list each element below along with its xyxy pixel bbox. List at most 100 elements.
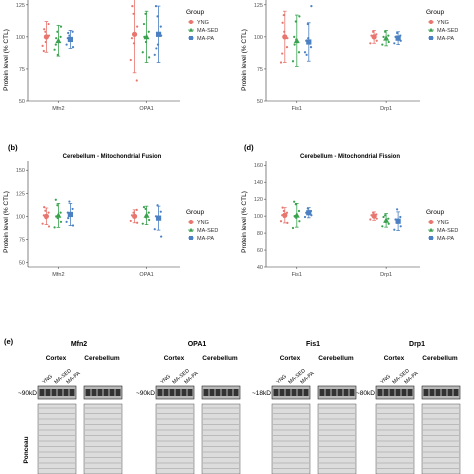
data-point: [387, 40, 390, 44]
mean-marker: [143, 33, 150, 40]
data-point: [68, 34, 71, 37]
y-tick-label: 80: [257, 231, 263, 237]
legend-label: YNG: [197, 20, 209, 26]
data-point: [53, 226, 56, 229]
data-point: [293, 43, 296, 46]
data-point: [71, 207, 74, 211]
data-point: [303, 51, 307, 54]
data-point: [399, 225, 402, 228]
mean-marker: [282, 212, 288, 218]
data-point: [42, 49, 45, 53]
blot-band: [203, 389, 209, 396]
data-point: [144, 207, 147, 211]
legend-key: [429, 220, 433, 224]
lane-label: YNG: [379, 374, 391, 386]
data-point: [130, 37, 134, 40]
y-tick-label: 120: [254, 197, 263, 203]
blot-band: [303, 389, 309, 396]
data-point: [294, 20, 297, 23]
ponceau-box: [37, 403, 77, 474]
data-point: [54, 198, 57, 201]
y-tick-label: 75: [257, 67, 263, 73]
x-tick-label: Drp1: [380, 106, 392, 112]
mean-marker: [395, 35, 401, 41]
data-point: [282, 209, 285, 213]
x-tick-label: Fis1: [292, 272, 302, 278]
data-point: [396, 208, 399, 211]
data-point: [41, 222, 44, 225]
legend-key: [188, 227, 194, 232]
data-point: [387, 217, 390, 220]
legend: YNG MA-SED MA-PA: [428, 220, 458, 242]
blot-band: [57, 389, 63, 396]
blot-band: [91, 389, 97, 396]
data-point: [47, 22, 50, 26]
x-tick-label: Drp1: [380, 272, 392, 278]
data-point: [286, 221, 289, 225]
protein-name: OPA1: [188, 341, 207, 348]
kd-label: ~80kD: [356, 390, 375, 397]
data-point: [142, 205, 146, 209]
data-point: [309, 46, 313, 49]
y-tick-label: 40: [257, 265, 263, 271]
mean-marker: [55, 37, 62, 44]
data-point: [153, 53, 156, 56]
data-point: [68, 200, 71, 203]
legend-label: YNG: [197, 220, 209, 226]
data-point: [47, 211, 50, 214]
blot-band: [45, 389, 51, 396]
blot-band: [285, 389, 291, 396]
y-axis-label: Protein level (% CTL): [3, 29, 10, 91]
blot-band: [273, 389, 279, 396]
mean-marker: [155, 215, 162, 221]
legend: YNG MA-SED MA-PA: [188, 220, 218, 242]
mean-marker: [293, 37, 300, 44]
data-point: [281, 21, 284, 24]
blot-band: [51, 389, 57, 396]
y-tick-label: 125: [16, 3, 25, 9]
blot-band: [157, 389, 163, 396]
legend: YNG MA-SED MA-PA: [188, 20, 218, 42]
blot-band: [279, 389, 285, 396]
legend-title: Group: [426, 9, 444, 16]
panel-title: Cerebellum - Mitochondrial Fission: [300, 154, 400, 160]
blot-band: [337, 389, 343, 396]
blot-band: [181, 389, 187, 396]
data-point: [375, 217, 378, 220]
data-point: [306, 22, 309, 26]
blot-band: [215, 389, 221, 396]
x-tick-label: Mfn2: [52, 106, 64, 112]
tissue-label: Cortex: [384, 355, 405, 362]
ponceau-label: Ponceau: [23, 436, 30, 463]
plot-area: 40 60 80 100 120 140 160 Fis1 Drp1: [254, 161, 420, 278]
legend-label: YNG: [437, 220, 449, 226]
data-point: [65, 220, 68, 223]
data-point: [298, 220, 301, 223]
data-point: [381, 225, 384, 228]
legend-key: [428, 27, 434, 32]
legend-key: [189, 36, 193, 40]
data-point: [67, 217, 70, 220]
blot-band: [85, 389, 91, 396]
panel-title: Cerebellum - Mitochondrial Fusion: [63, 154, 162, 160]
blot-band: [377, 389, 383, 396]
tissue-label: Cortex: [164, 355, 185, 362]
y-tick-label: 100: [254, 214, 263, 220]
blot-band: [109, 389, 115, 396]
blot-band: [297, 389, 303, 396]
ponceau-box: [421, 403, 461, 474]
legend-key: [189, 236, 193, 240]
blot-band: [389, 389, 395, 396]
x-tick-label: OPA1: [139, 106, 153, 112]
blot-band: [175, 389, 181, 396]
data-point: [291, 226, 295, 230]
protein-name: Drp1: [409, 341, 425, 348]
y-tick-label: 160: [254, 163, 263, 169]
data-point: [279, 220, 283, 223]
data-point: [387, 222, 390, 225]
plot-area: 50 75 100 125 Fis1 Drp1: [254, 0, 420, 112]
blot-band: [325, 389, 331, 396]
data-point: [131, 5, 134, 8]
data-point: [148, 56, 151, 59]
